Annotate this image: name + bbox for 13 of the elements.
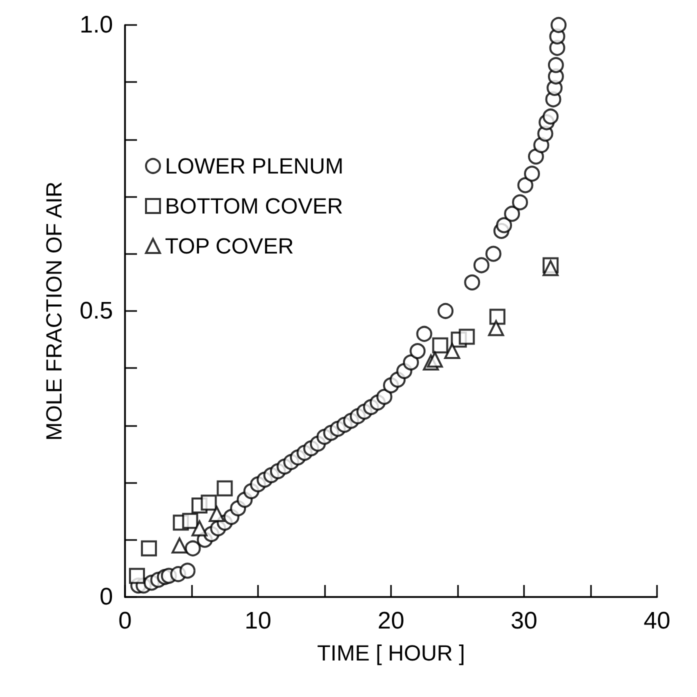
legend-label: LOWER PLENUM (165, 154, 344, 178)
x-tick-label: 20 (378, 608, 404, 634)
y-axis-title: MOLE FRACTION OF AIR (42, 181, 66, 441)
y-tick-label: 0 (100, 584, 113, 610)
x-tick-label: 40 (644, 608, 670, 634)
legend-label: BOTTOM COVER (165, 194, 344, 218)
y-tick-label: 1.0 (80, 12, 113, 38)
x-tick-label: 30 (510, 608, 538, 634)
x-tick-label: 10 (244, 608, 272, 634)
legend-label: TOP COVER (165, 234, 294, 258)
y-tick-label: 0.5 (80, 298, 113, 324)
x-axis-title: TIME [ HOUR ] (317, 640, 465, 666)
x-tick-label: 0 (118, 608, 132, 634)
